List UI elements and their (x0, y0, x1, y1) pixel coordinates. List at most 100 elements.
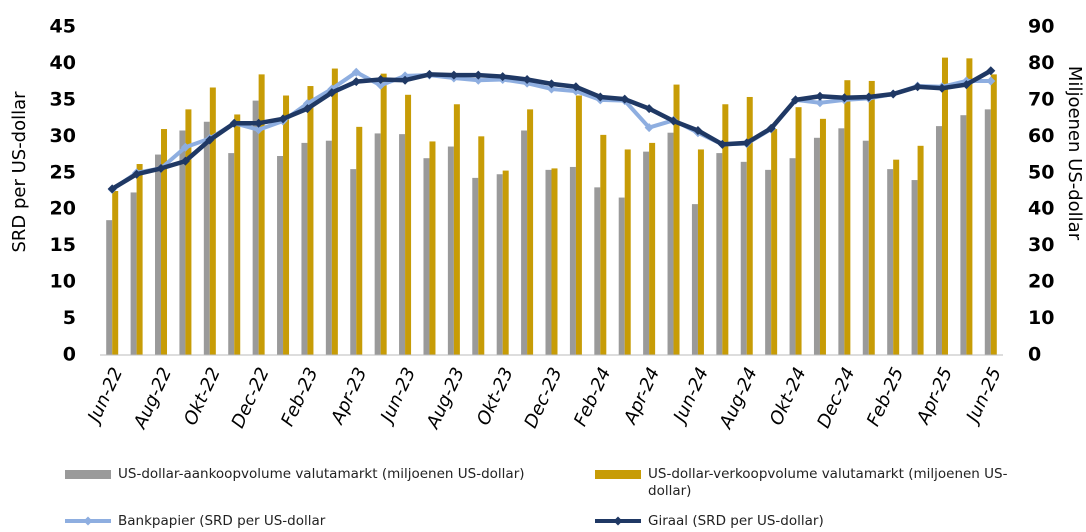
bar (527, 109, 534, 355)
bar (813, 137, 820, 355)
line-marker (644, 104, 654, 114)
legend-label: US-dollar-verkoopvolume valutamarkt (mil… (648, 466, 1008, 499)
bar (405, 94, 412, 355)
line-marker (156, 163, 166, 173)
line-marker (547, 84, 556, 94)
line-marker (327, 88, 337, 98)
bar (624, 149, 631, 355)
y-tick-label: 35 (50, 88, 76, 110)
y2-tick-label: 20 (1028, 271, 1054, 293)
y-axis-title: SRD per US-dollar (9, 91, 30, 253)
x-tick-label: Jun-25 (961, 364, 1006, 428)
bar (716, 153, 723, 355)
x-tick-label: Dec-22 (228, 364, 274, 431)
line-marker (791, 95, 801, 105)
x-tick-label: Okt-23 (473, 364, 518, 428)
y-tick-label: 20 (50, 198, 76, 220)
x-tick-label: Dec-23 (520, 364, 566, 431)
y2-tick-label: 90 (1028, 16, 1054, 38)
bar (838, 128, 845, 355)
bar (350, 169, 357, 355)
x-tick-label: Aug-24 (715, 364, 762, 432)
x-tick-label: Apr-24 (620, 364, 665, 428)
bar (325, 140, 332, 355)
y-tick-label: 40 (50, 52, 76, 74)
line-marker (498, 72, 508, 82)
legend-label: Bankpapier (SRD per US-dollar (118, 513, 326, 529)
line-marker (693, 126, 703, 136)
bar (209, 87, 216, 356)
y2-tick-label: 0 (1028, 344, 1041, 366)
line-marker (254, 125, 264, 135)
line-marker (180, 142, 190, 152)
line-marker (376, 74, 386, 84)
bar (990, 74, 997, 355)
bar (228, 153, 235, 355)
bar (746, 96, 753, 356)
bar (600, 134, 607, 355)
bar (203, 121, 210, 355)
bar (447, 146, 454, 355)
x-tick-label: Apr-25 (912, 364, 957, 428)
bar (399, 134, 406, 355)
bar (795, 107, 802, 355)
bar (130, 192, 137, 355)
x-tick-label: Feb-24 (570, 364, 615, 429)
bar (155, 154, 162, 355)
y2-tick-label: 30 (1028, 234, 1054, 256)
bar (331, 68, 338, 356)
line-marker (815, 91, 825, 101)
bar (643, 151, 650, 355)
y2-tick-label: 40 (1028, 198, 1054, 220)
y-tick-label: 0 (63, 344, 76, 366)
line-marker (351, 67, 361, 77)
x-tick-label: Jun-24 (668, 364, 713, 428)
y-tick-label: 15 (50, 234, 76, 256)
bar (844, 80, 851, 355)
line-marker (669, 116, 679, 126)
bar (185, 109, 192, 355)
bar (917, 145, 924, 355)
line-marker (620, 94, 630, 104)
x-tick-label: Feb-25 (863, 364, 908, 429)
line-marker (961, 80, 971, 90)
bar (691, 204, 698, 355)
bar (283, 95, 290, 355)
line-marker (937, 83, 947, 93)
legend-label: US-dollar-aankoopvolume valutamarkt (mil… (118, 466, 525, 482)
bar (667, 132, 674, 355)
bar (112, 191, 119, 355)
line-marker (595, 92, 605, 102)
bar (356, 126, 363, 355)
bar (740, 161, 747, 355)
line-marker (815, 98, 825, 108)
x-tick-label: Okt-22 (180, 364, 225, 428)
bar (521, 130, 528, 355)
bar (941, 57, 948, 355)
bar (380, 73, 387, 355)
bar (545, 169, 552, 355)
y2-tick-label: 60 (1028, 125, 1054, 147)
bar (258, 74, 265, 355)
y-tick-label: 45 (50, 16, 76, 38)
line-marker (180, 156, 190, 166)
bar (594, 187, 601, 355)
bar (569, 166, 576, 355)
line-marker (644, 123, 654, 133)
line-marker (522, 74, 532, 84)
bar (472, 177, 479, 355)
line-marker (376, 80, 386, 90)
bar (374, 133, 381, 355)
line-marker (107, 184, 117, 194)
y-tick-label: 5 (63, 307, 76, 329)
line-marker (888, 89, 898, 99)
bar (161, 129, 168, 355)
x-tick-label: Okt-24 (766, 364, 811, 428)
bar (502, 170, 509, 355)
legend-swatch-bar (65, 470, 111, 479)
bar (234, 114, 241, 355)
bar (935, 126, 942, 355)
legend-swatch (65, 516, 111, 526)
